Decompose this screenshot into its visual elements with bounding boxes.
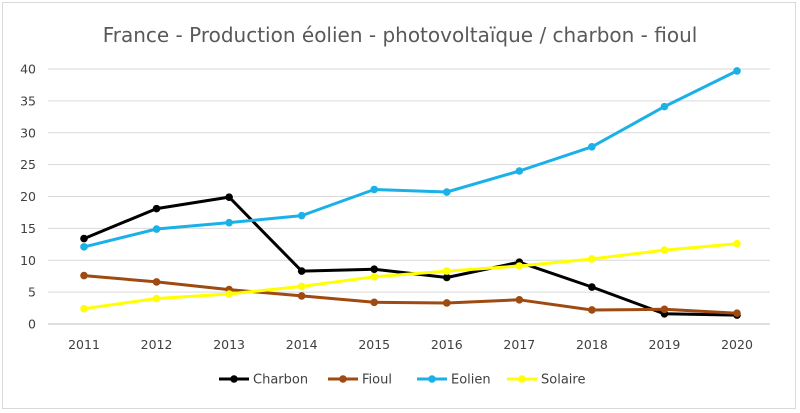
x-tick-label-2015: 2015 — [358, 337, 390, 352]
data-point-solaire-2011 — [80, 304, 88, 313]
data-point-charbon-2016 — [442, 273, 451, 282]
data-point-solaire-2019 — [660, 246, 669, 254]
y-tick-label-5: 5 — [28, 285, 36, 300]
y-tick-label-15: 15 — [20, 221, 36, 236]
y-tick-label-30: 30 — [20, 125, 36, 140]
data-point-eolien-2019 — [660, 102, 669, 111]
data-point-solaire-2013 — [225, 290, 233, 298]
data-point-eolien-2016 — [442, 188, 451, 196]
data-point-charbon-2018 — [588, 283, 596, 291]
legend-label-solaire: Solaire — [541, 373, 585, 388]
y-tick-label-10: 10 — [20, 253, 36, 268]
legend-swatch-marker-solaire — [518, 375, 526, 383]
data-point-fioul-2017 — [515, 295, 524, 304]
x-tick-label-2017: 2017 — [503, 337, 535, 352]
legend-item-solaire: Solaire — [507, 373, 585, 388]
x-tick-label-2012: 2012 — [141, 337, 173, 352]
data-point-charbon-2012 — [152, 204, 161, 213]
series-layer — [80, 67, 741, 319]
legend-item-eolien: Eolien — [417, 373, 491, 388]
legend-label-charbon: Charbon — [253, 373, 308, 388]
x-tick-label-2020: 2020 — [721, 337, 753, 352]
series-eolien — [80, 67, 741, 251]
x-tick-label-2016: 2016 — [431, 337, 463, 352]
y-axis-ticks: 0 5 10 15 20 25 30 35 40 — [20, 62, 36, 332]
data-point-solaire-2012 — [152, 294, 161, 303]
y-tick-label-20: 20 — [20, 189, 36, 204]
series-fioul — [80, 271, 741, 317]
x-tick-label-2011: 2011 — [68, 337, 100, 352]
series-line-solaire — [82, 242, 739, 311]
data-point-eolien-2011 — [80, 243, 88, 251]
x-axis-ticks: 2011 2012 2013 2014 2015 2016 2017 2018 2019 2020 — [68, 337, 753, 352]
series-line-fioul — [82, 274, 739, 315]
data-point-fioul-2011 — [80, 271, 88, 280]
series-line-eolien — [82, 69, 739, 249]
legend-item-charbon: Charbon — [219, 373, 308, 388]
data-point-solaire-2018 — [588, 255, 596, 263]
series-charbon — [80, 193, 741, 319]
legend: Charbon Fioul Eolien Solaire — [219, 373, 585, 388]
data-point-eolien-2015 — [370, 185, 379, 194]
y-tick-label-40: 40 — [20, 62, 36, 77]
data-point-eolien-2014 — [297, 211, 306, 220]
data-point-fioul-2019 — [660, 305, 669, 314]
data-point-charbon-2015 — [370, 265, 379, 273]
legend-label-eolien: Eolien — [451, 373, 491, 388]
data-point-fioul-2012 — [152, 278, 161, 286]
data-point-eolien-2017 — [515, 167, 524, 175]
chart-frame — [2, 2, 796, 409]
data-point-fioul-2020 — [733, 309, 741, 317]
data-point-eolien-2012 — [152, 225, 161, 233]
legend-swatch-marker-charbon — [230, 375, 238, 383]
data-point-fioul-2016 — [442, 299, 451, 307]
data-point-fioul-2015 — [370, 298, 379, 307]
chart-title: France - Production éolien - photovoltaï… — [103, 23, 698, 47]
legend-swatch-marker-eolien — [428, 375, 436, 383]
data-point-charbon-2014 — [297, 267, 306, 275]
data-point-eolien-2018 — [588, 142, 596, 151]
data-point-solaire-2020 — [733, 239, 741, 248]
x-tick-label-2014: 2014 — [286, 337, 318, 352]
data-point-eolien-2020 — [733, 67, 741, 75]
x-tick-label-2019: 2019 — [649, 337, 681, 352]
data-point-fioul-2014 — [297, 292, 306, 300]
data-point-eolien-2013 — [225, 218, 233, 227]
y-tick-label-35: 35 — [20, 93, 36, 108]
data-point-solaire-2014 — [297, 282, 306, 291]
legend-item-fioul: Fioul — [328, 373, 392, 388]
data-point-solaire-2015 — [370, 273, 379, 281]
data-point-fioul-2018 — [588, 306, 596, 314]
series-solaire — [80, 239, 741, 313]
gridlines — [48, 68, 770, 325]
x-tick-label-2018: 2018 — [576, 337, 608, 352]
x-tick-label-2013: 2013 — [213, 337, 245, 352]
y-tick-label-0: 0 — [28, 317, 36, 332]
data-point-charbon-2011 — [80, 234, 88, 243]
y-tick-label-25: 25 — [20, 157, 36, 172]
data-point-charbon-2013 — [225, 193, 233, 201]
legend-label-fioul: Fioul — [362, 373, 392, 388]
data-point-solaire-2017 — [515, 262, 524, 270]
data-point-solaire-2016 — [442, 267, 451, 275]
legend-swatch-marker-fioul — [339, 375, 347, 383]
